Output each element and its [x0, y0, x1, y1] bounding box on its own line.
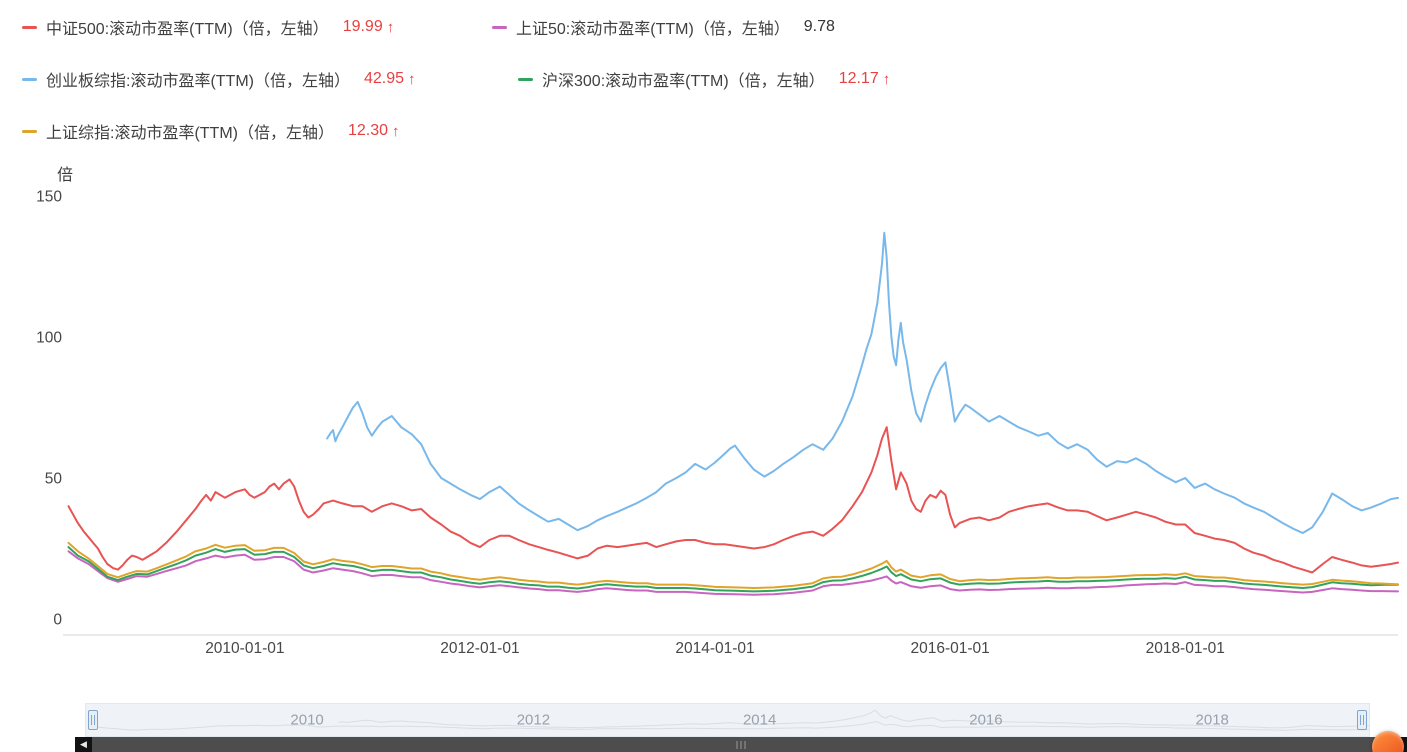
slider-year-label: 2016 [969, 711, 1003, 729]
scrollbar-thumb[interactable] [92, 737, 1390, 752]
up-arrow-icon: ↑ [882, 70, 891, 88]
legend-value: 12.17 [838, 70, 879, 87]
y-tick-label: 0 [53, 612, 62, 629]
datazoom-slider[interactable]: 2010 2012 2014 2016 2018 [85, 703, 1370, 737]
x-tick-label: 2018-01-01 [1146, 640, 1225, 657]
series-line-sz50 [67, 550, 1399, 596]
legend-line-icon [22, 25, 37, 29]
legend-item-zz500[interactable]: 中证500:滚动市盈率(TTM)（倍，左轴） 19.99 ↑ [22, 15, 492, 39]
up-arrow-icon: ↑ [386, 18, 395, 36]
legend-item-cyb[interactable]: 创业板综指:滚动市盈率(TTM)（倍，左轴） 42.95 ↑ [22, 67, 518, 91]
y-tick-label: 150 [36, 189, 62, 206]
legend-label: 上证综指:滚动市盈率(TTM)（倍，左轴） [46, 125, 334, 142]
legend-label: 中证500:滚动市盈率(TTM)（倍，左轴） [46, 21, 329, 38]
y-axis-unit-label: 倍 [57, 167, 74, 184]
x-tick-label: 2012-01-01 [440, 640, 519, 657]
series-line-szzz [67, 541, 1399, 589]
horizontal-scrollbar[interactable]: ◀ ▶ [75, 737, 1407, 752]
scrollbar-grip-icon [736, 740, 746, 749]
legend-row: 中证500:滚动市盈率(TTM)（倍，左轴） 19.99 ↑ 上证50:滚动市盈… [22, 15, 890, 39]
legend-line-icon [22, 77, 37, 81]
legend-line-icon [518, 77, 533, 81]
slider-year-label: 2012 [516, 711, 551, 729]
legend-line-icon [22, 129, 37, 133]
legend-label: 创业板综指:滚动市盈率(TTM)（倍，左轴） [46, 73, 350, 90]
y-tick-label: 100 [36, 330, 62, 347]
legend-line-icon [492, 25, 507, 29]
datazoom-shadow-line [338, 709, 1369, 729]
legend-row: 创业板综指:滚动市盈率(TTM)（倍，左轴） 42.95 ↑ 沪深300:滚动市… [22, 67, 890, 91]
legend-item-sz50[interactable]: 上证50:滚动市盈率(TTM)（倍，左轴） 9.78 ↑ [492, 15, 835, 39]
handle-grip-icon [1360, 715, 1361, 725]
legend-value: 9.78 [803, 18, 835, 35]
x-tick-label: 2010-01-01 [205, 640, 284, 657]
slider-year-label: 2018 [1195, 711, 1229, 729]
handle-grip-icon [1363, 715, 1364, 725]
datazoom-shadow-svg [89, 709, 1369, 731]
legend: 中证500:滚动市盈率(TTM)（倍，左轴） 19.99 ↑ 上证50:滚动市盈… [22, 15, 890, 143]
scroll-left-button[interactable]: ◀ [75, 737, 92, 752]
up-arrow-icon: ↑ [408, 70, 416, 88]
datazoom-left-handle[interactable] [88, 710, 98, 730]
legend-value: 42.95 [363, 70, 405, 87]
chart-plot-area[interactable]: 0 50 100 150 2010-01-01 2012-01-01 2014-01-01 2… [0, 180, 1407, 660]
slider-year-label: 2010 [290, 711, 324, 729]
main-chart-svg: 0 50 100 150 2010-01-01 2012-01-01 2014-01-01 2… [36, 189, 1399, 657]
datazoom-right-handle[interactable] [1357, 710, 1367, 730]
legend-row: 上证综指:滚动市盈率(TTM)（倍，左轴） 12.30 ↑ [22, 119, 890, 143]
handle-grip-icon [94, 715, 95, 725]
floating-action-button[interactable] [1372, 731, 1404, 752]
legend-label: 沪深300:滚动市盈率(TTM)（倍，左轴） [542, 73, 825, 90]
handle-grip-icon [91, 715, 92, 725]
legend-value: 19.99 [342, 18, 383, 35]
legend-value: 12.30 [347, 122, 389, 139]
x-tick-label: 2014-01-01 [675, 640, 754, 657]
slider-year-label: 2014 [742, 711, 777, 729]
series-line-cyb [326, 231, 1399, 534]
x-tick-label: 2016-01-01 [910, 640, 989, 657]
legend-item-hs300[interactable]: 沪深300:滚动市盈率(TTM)（倍，左轴） 12.17 ↑ [518, 67, 890, 91]
datazoom-shadow-line [89, 721, 1369, 731]
series-line-hs300 [67, 546, 1399, 593]
legend-label: 上证50:滚动市盈率(TTM)（倍，左轴） [516, 21, 790, 38]
legend-item-szzz[interactable]: 上证综指:滚动市盈率(TTM)（倍，左轴） 12.30 ↑ [22, 119, 492, 143]
up-arrow-icon: ↑ [392, 122, 400, 140]
y-tick-label: 50 [45, 471, 63, 488]
series-line-zz500 [67, 426, 1399, 574]
